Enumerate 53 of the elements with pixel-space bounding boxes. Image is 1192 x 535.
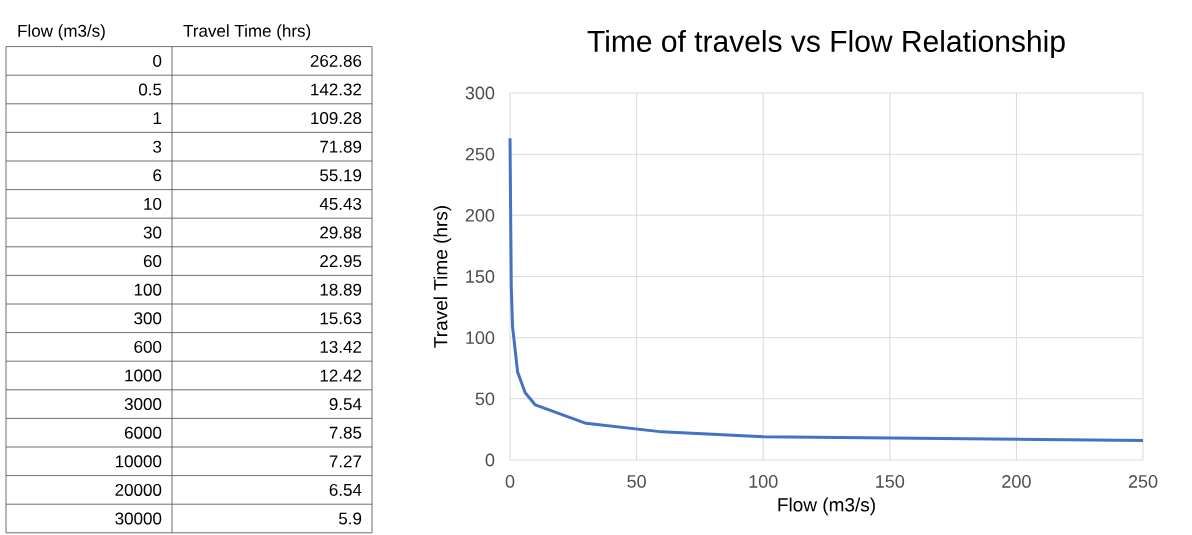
category-label: 1	[153, 112, 162, 124]
category-label: 3000	[124, 398, 162, 411]
category-label: 0.5	[138, 83, 162, 96]
x-axis-title: Flow (m3/s)	[778, 497, 875, 516]
data-label: 22.95	[320, 255, 362, 268]
y-tick-label: 150	[466, 270, 495, 283]
y-tick-label: 50	[475, 392, 495, 406]
data-label: 18.89	[320, 283, 362, 296]
chart-title: Time of travels vs Flow Relationship	[587, 29, 1065, 58]
data-label: 7.27	[329, 455, 362, 468]
y-tick-label: 0	[485, 453, 495, 467]
y-tick-label: 300	[465, 86, 495, 100]
y-tick-label: 200	[465, 208, 495, 222]
x-tick-label: 250	[1128, 475, 1158, 488]
data-label: 55.19	[320, 169, 362, 182]
text: Travel Time (hrs)	[183, 24, 311, 41]
data-label: 12.42	[320, 369, 362, 382]
category-label: 300	[134, 312, 162, 325]
category-label: 100	[134, 283, 162, 296]
category-label: 60	[143, 255, 162, 268]
category-label: 1000	[125, 369, 162, 382]
x-tick-label: 0	[505, 475, 515, 488]
data-label: 9.54	[329, 398, 362, 411]
data-label: 45.43	[319, 197, 362, 210]
category-label: 3	[153, 140, 162, 153]
x-tick-label: 50	[627, 475, 646, 488]
y-axis-title: Travel Time (hrs)	[433, 206, 452, 348]
x-tick-label: 100	[749, 475, 778, 488]
line-series	[508, 136, 1145, 442]
category-label: 6000	[125, 426, 162, 439]
x-tick-label: 200	[1002, 475, 1031, 488]
x-tick-label: 150	[876, 475, 905, 488]
text: Flow (m3/s)	[18, 24, 105, 41]
category-label: 20000	[115, 483, 162, 496]
y-tick-label: 100	[466, 331, 495, 345]
y-tick-label: 250	[465, 147, 495, 161]
category-label: 10000	[115, 455, 162, 468]
data-label: 5.9	[339, 512, 362, 525]
category-label: 600	[134, 340, 162, 353]
data-label: 15.63	[320, 312, 362, 325]
data-label: 262.86	[310, 54, 362, 67]
category-label: 6	[153, 169, 162, 182]
data-label: 71.89	[320, 140, 362, 153]
category-label: 30000	[115, 512, 162, 525]
data-label: 142.32	[311, 83, 362, 96]
data-label: 13.42	[320, 340, 362, 353]
category-label: 30	[143, 226, 162, 239]
category-label: 10	[144, 197, 162, 210]
data-label: 109.28	[311, 112, 362, 125]
data-label: 29.88	[320, 226, 362, 239]
data-label: 6.54	[329, 483, 362, 496]
data-label: 7.85	[329, 426, 362, 439]
category-label: 0	[153, 54, 162, 67]
